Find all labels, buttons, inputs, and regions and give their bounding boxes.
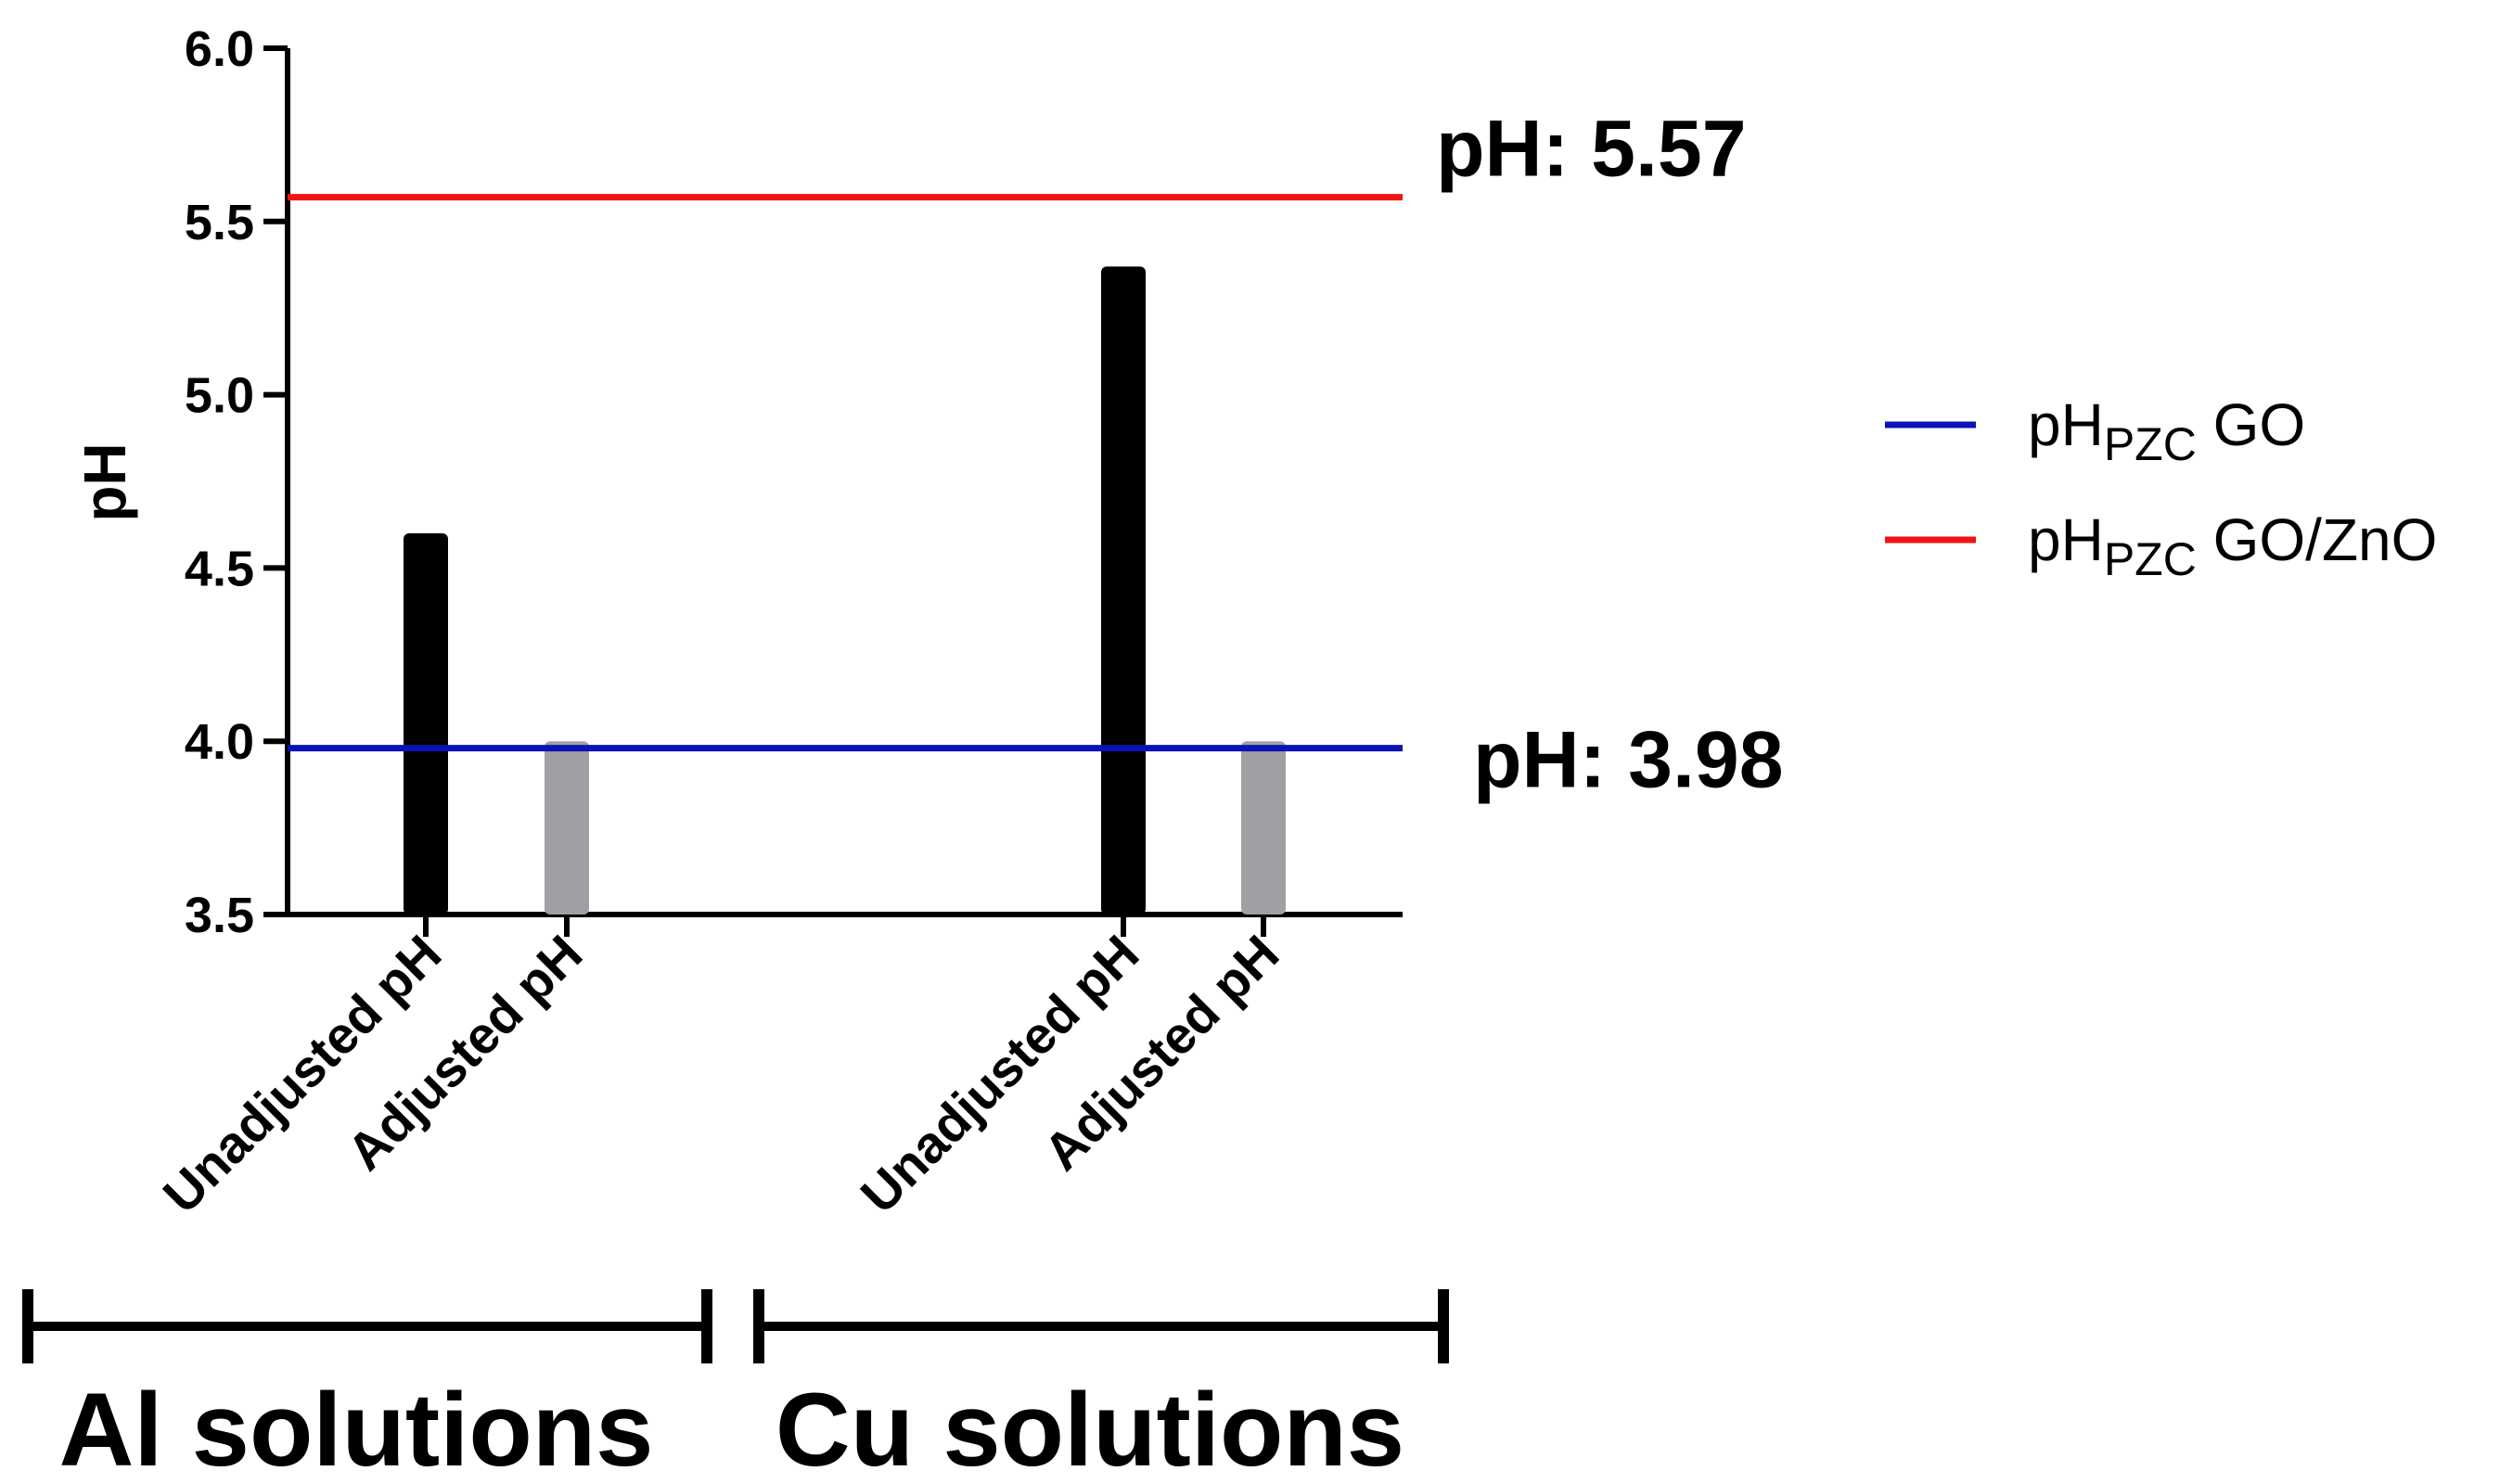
group-label: Cu solutions	[776, 1372, 1404, 1484]
y-tick-label: 5.5	[185, 195, 254, 250]
y-tick-label: 3.5	[185, 888, 254, 943]
group-brackets: Al solutions Cu solutions	[22, 1289, 1449, 1484]
legend-label: pHPZC GO	[2028, 391, 2305, 470]
legend: pHPZC GO pHPZC GO/ZnO	[1885, 391, 2437, 585]
y-axis-title: pH	[71, 442, 138, 521]
bar	[1241, 741, 1286, 915]
reference-annotation: pH: 3.98	[1473, 716, 1784, 805]
reference-annotation: pH: 5.57	[1436, 105, 1747, 194]
group-label: Al solutions	[59, 1372, 654, 1484]
reference-lines: pH: 3.98 pH: 5.57	[288, 105, 1784, 805]
bar	[404, 533, 448, 915]
y-tick-label: 6.0	[185, 21, 254, 77]
bar	[545, 741, 589, 915]
bar	[1101, 266, 1146, 915]
axes: 3.5 4.0 4.5 5.0 5.5 6.0 pH	[71, 21, 1403, 943]
y-tick-label: 4.0	[185, 714, 254, 770]
legend-label: pHPZC GO/ZnO	[2028, 506, 2437, 585]
y-tick-label: 4.5	[185, 541, 254, 596]
y-tick-label: 5.0	[185, 368, 254, 424]
bars	[404, 266, 1286, 937]
